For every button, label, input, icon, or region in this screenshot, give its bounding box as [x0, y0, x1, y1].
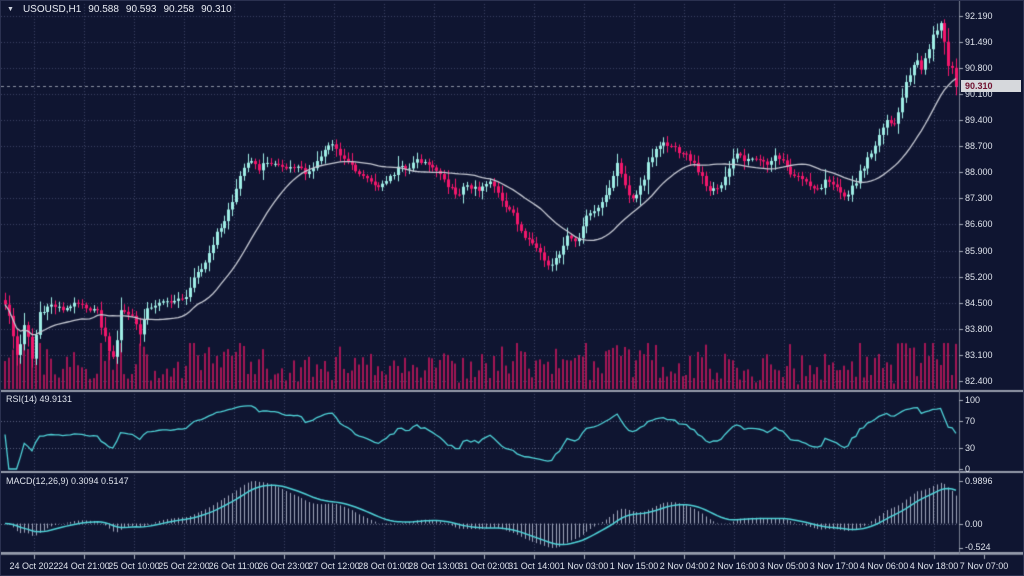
symbol-dropdown-icon[interactable]: ▼: [7, 6, 14, 13]
time-axis-label: 4 Nov 06:00: [859, 561, 909, 571]
high-value: 90.593: [125, 4, 157, 15]
time-axis-label: 7 Nov 07:00: [959, 561, 1009, 571]
time-axis-label: 28 Oct 01:00: [358, 561, 410, 571]
price-axis-label: 87.300: [965, 193, 993, 204]
price-axis-label: 83.100: [965, 349, 993, 360]
time-axis-label: 28 Oct 13:00: [408, 561, 460, 571]
time-axis-label: 3 Nov 05:00: [759, 561, 809, 571]
macd-scale-max: 0.9896: [965, 476, 993, 486]
current-price-tag: 90.310: [961, 80, 1021, 93]
price-axis-label: 83.800: [965, 323, 993, 334]
time-axis-label: 1 Nov 15:00: [609, 561, 659, 571]
price-axis-label: 88.000: [965, 167, 993, 178]
time-axis-label: 25 Oct 22:00: [158, 561, 210, 571]
time-axis-label: 31 Oct 02:00: [458, 561, 510, 571]
time-axis-label: 25 Oct 10:00: [108, 561, 160, 571]
time-axis-label: 26 Oct 23:00: [258, 561, 310, 571]
time-axis-label: 3 Nov 17:00: [809, 561, 859, 571]
price-axis-label: 92.190: [965, 11, 993, 21]
rsi-scale-label: 70: [965, 415, 976, 426]
price-axis-label: 90.100: [965, 88, 993, 99]
chart-title-bar: ▼ USOUSD,H1 90.588 90.593 90.258 90.310: [7, 4, 232, 15]
price-axis-label: 88.700: [965, 141, 993, 152]
time-axis-label: 26 Oct 11:00: [208, 561, 260, 571]
time-axis-label: 4 Nov 18:00: [909, 561, 959, 571]
time-axis-label: 24 Oct 21:00: [58, 561, 110, 571]
symbol-label: USOUSD,H1: [22, 4, 82, 15]
time-axis-label: 27 Oct 12:00: [308, 561, 360, 571]
rsi-scale-label: 100: [965, 395, 981, 405]
time-axis-label: 1 Nov 03:00: [559, 561, 609, 571]
macd-indicator-label: MACD(12,26,9) 0.3094 0.5147: [6, 476, 129, 486]
time-axis-label: 31 Oct 14:00: [508, 561, 560, 571]
time-axis-label: 2 Nov 04:00: [659, 561, 709, 571]
rsi-scale-label: 30: [965, 443, 976, 454]
price-axis-label: 91.490: [965, 37, 993, 48]
price-axis-label: 85.900: [965, 245, 993, 256]
open-value: 90.588: [88, 4, 119, 15]
macd-scale-min: -0.524: [965, 542, 991, 552]
time-axis-label: 24 Oct 2022: [9, 561, 59, 571]
macd-scale-zero: 0.00: [965, 518, 983, 529]
low-value: 90.258: [163, 4, 195, 15]
price-axis-label: 90.800: [965, 62, 993, 73]
time-axis-label: 2 Nov 16:00: [709, 561, 759, 571]
price-axis-label: 85.200: [965, 271, 993, 282]
price-axis-label: 89.400: [965, 115, 993, 126]
close-value: 90.310: [201, 4, 232, 15]
rsi-indicator-label: RSI(14) 49.9131: [6, 394, 73, 404]
price-axis-label: 82.400: [965, 376, 993, 387]
price-axis-label: 84.500: [965, 297, 993, 308]
price-axis-label: 86.600: [965, 219, 993, 230]
rsi-scale-label: 0: [965, 464, 971, 474]
